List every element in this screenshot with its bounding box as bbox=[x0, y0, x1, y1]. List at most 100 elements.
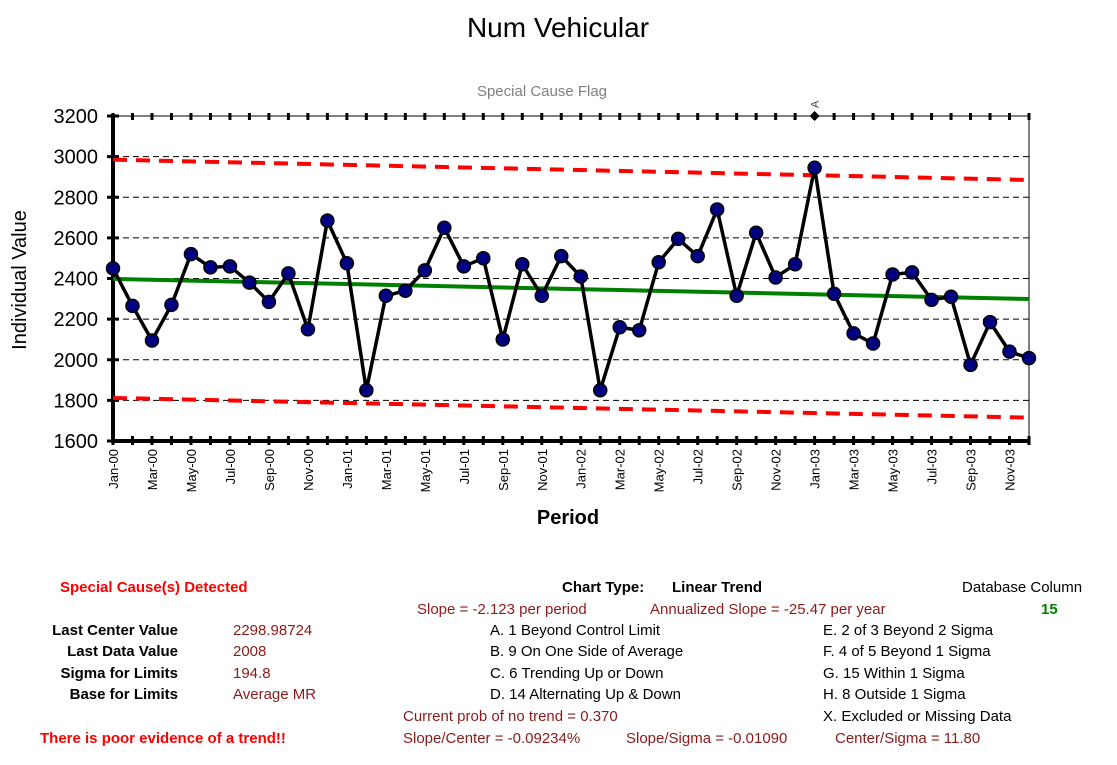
x-tick-label: Jan-03 bbox=[808, 449, 823, 489]
center-sigma: Center/Sigma = 11.80 bbox=[835, 730, 981, 747]
slope-center: Slope/Center = -0.09234% bbox=[403, 730, 581, 747]
x-tick-label: Jan-02 bbox=[574, 449, 589, 489]
rule-f: F. 4 of 5 Beyond 1 Sigma bbox=[823, 643, 991, 660]
x-tick-label: Jul-02 bbox=[691, 449, 706, 484]
database-column-label: Database Column bbox=[962, 579, 1083, 596]
last-data-value: 2008 bbox=[233, 643, 267, 660]
rule-x: X. Excluded or Missing Data bbox=[823, 708, 1012, 725]
data-point bbox=[651, 255, 666, 270]
x-tick-label: Jan-00 bbox=[106, 449, 121, 489]
rule-c: C. 6 Trending Up or Down bbox=[490, 665, 664, 682]
x-tick-label: May-00 bbox=[184, 449, 199, 492]
y-axis-ticks: 1600 1800 2000 2200 2400 2600 2800 3000 3200 bbox=[54, 106, 119, 453]
x-tick-label: Nov-01 bbox=[535, 449, 550, 491]
data-point bbox=[320, 213, 335, 228]
data-point bbox=[359, 382, 374, 398]
annualized-slope: Annualized Slope = -25.47 per year bbox=[650, 601, 886, 618]
y-tick-label: 2200 bbox=[54, 309, 99, 331]
sigma-label: Sigma for Limits bbox=[60, 665, 178, 682]
data-point bbox=[398, 283, 413, 298]
data-point bbox=[125, 298, 140, 314]
chart-type-label: Chart Type: bbox=[562, 579, 645, 596]
data-point bbox=[203, 260, 218, 275]
x-tick-label: Nov-00 bbox=[301, 449, 316, 491]
y-tick-label: 2000 bbox=[54, 350, 99, 372]
prob-no-trend: Current prob of no trend = 0.370 bbox=[403, 708, 618, 725]
last-center-value: 2298.98724 bbox=[233, 622, 313, 639]
rule-h: H. 8 Outside 1 Sigma bbox=[823, 686, 966, 703]
data-point bbox=[729, 288, 744, 304]
data-point bbox=[378, 288, 394, 304]
data-point bbox=[534, 288, 550, 304]
y-tick-label: 1800 bbox=[54, 390, 99, 412]
data-point bbox=[768, 270, 783, 285]
chart-type-value: Linear Trend bbox=[672, 579, 763, 596]
chart-subtitle: Special Cause Flag bbox=[477, 83, 607, 100]
y-tick-label: 1600 bbox=[54, 431, 99, 453]
trend-note: There is poor evidence of a trend!! bbox=[40, 730, 286, 747]
x-tick-label: May-02 bbox=[652, 449, 667, 492]
data-point bbox=[300, 322, 316, 337]
data-point bbox=[904, 265, 920, 280]
data-point bbox=[281, 266, 296, 281]
data-point bbox=[437, 220, 452, 235]
data-point bbox=[183, 246, 199, 262]
x-tick-label: Jan-01 bbox=[340, 449, 355, 489]
x-tick-label: Mar-02 bbox=[613, 449, 628, 490]
data-point bbox=[144, 333, 160, 348]
rule-b: B. 9 On One Side of Average bbox=[490, 643, 684, 660]
data-point bbox=[963, 357, 978, 373]
data-series bbox=[105, 160, 1037, 398]
x-tick-label: Jul-00 bbox=[223, 449, 238, 484]
base-value: Average MR bbox=[233, 686, 317, 703]
slope-sigma: Slope/Sigma = -0.01090 bbox=[626, 730, 788, 747]
data-point bbox=[1021, 350, 1037, 366]
y-tick-label: 3000 bbox=[54, 147, 99, 169]
data-point bbox=[612, 320, 627, 335]
data-point bbox=[554, 248, 569, 264]
rule-g: G. 15 Within 1 Sigma bbox=[823, 665, 965, 682]
last-center-label: Last Center Value bbox=[52, 622, 178, 639]
x-tick-label: Sep-02 bbox=[730, 449, 745, 491]
data-point bbox=[826, 286, 842, 301]
data-point bbox=[846, 326, 861, 341]
lower-control-limit bbox=[112, 395, 1030, 420]
x-tick-label: Jul-03 bbox=[925, 449, 940, 484]
data-point bbox=[456, 259, 472, 274]
data-point bbox=[495, 332, 511, 347]
trend-center-line bbox=[112, 276, 1030, 302]
data-point bbox=[885, 267, 900, 282]
data-point bbox=[787, 257, 803, 272]
data-point bbox=[631, 323, 647, 338]
data-point bbox=[164, 297, 179, 313]
x-tick-label: Sep-03 bbox=[964, 449, 979, 491]
x-tick-label: Mar-03 bbox=[847, 449, 862, 490]
data-point bbox=[222, 259, 238, 274]
data-point bbox=[943, 289, 959, 305]
x-axis-label: Period bbox=[537, 507, 599, 529]
special-cause-label: A bbox=[810, 100, 822, 108]
x-tick-label: Jul-01 bbox=[457, 449, 472, 484]
data-point bbox=[709, 202, 725, 217]
control-chart: Num Vehicular Special Cause Flag Individ… bbox=[9, 12, 1037, 529]
data-point bbox=[105, 261, 121, 276]
y-tick-label: 3200 bbox=[54, 106, 99, 128]
special-cause-status: Special Cause(s) Detected bbox=[60, 579, 248, 596]
data-point bbox=[690, 248, 705, 264]
annotations: A bbox=[809, 100, 822, 121]
control-limits bbox=[112, 157, 1030, 420]
data-point bbox=[982, 314, 998, 330]
gridlines bbox=[111, 114, 1030, 443]
data-point bbox=[261, 294, 277, 310]
rule-a: A. 1 Beyond Control Limit bbox=[490, 622, 661, 639]
last-data-label: Last Data Value bbox=[67, 643, 178, 660]
data-point bbox=[592, 382, 608, 398]
x-tick-label: Nov-03 bbox=[1003, 449, 1018, 491]
data-point bbox=[807, 160, 822, 176]
y-tick-label: 2600 bbox=[54, 228, 99, 250]
data-point bbox=[865, 336, 881, 351]
x-tick-label: Nov-02 bbox=[769, 449, 784, 491]
slope-text: Slope = -2.123 per period bbox=[417, 601, 587, 618]
data-point bbox=[242, 275, 257, 290]
rule-e: E. 2 of 3 Beyond 2 Sigma bbox=[823, 622, 994, 639]
